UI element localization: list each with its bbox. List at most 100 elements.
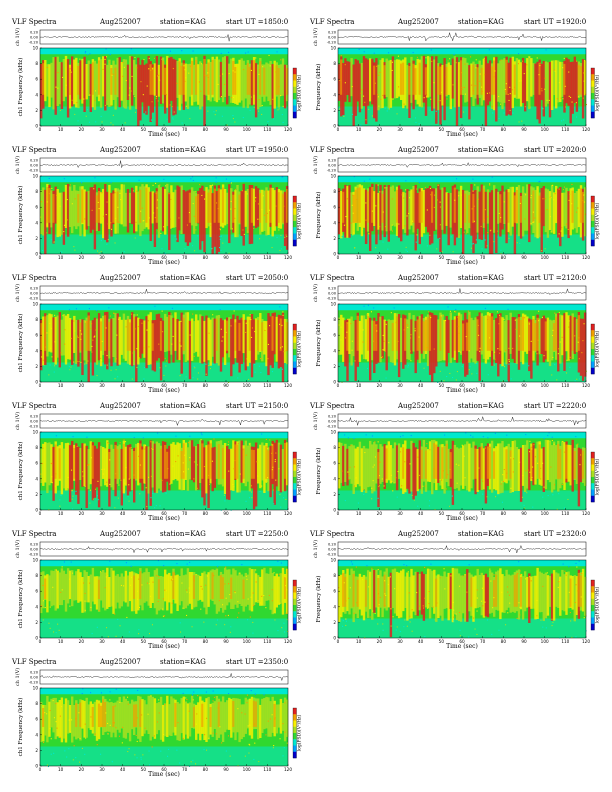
spectrogram-speckle	[558, 493, 560, 495]
spectrogram-speckle	[114, 613, 116, 615]
spectrogram-streak	[269, 60, 272, 105]
colorbar-swatch	[293, 99, 297, 106]
spectrogram-streak	[507, 62, 510, 115]
spectrogram-speckle	[138, 179, 140, 181]
spectrogram-streak	[54, 569, 57, 611]
spectrogram-speckle	[46, 202, 48, 204]
spectrogram-speckle	[109, 560, 111, 562]
spectrogram-speckle	[215, 110, 217, 112]
spectrogram-streak	[579, 66, 583, 95]
spectrogram-streak	[128, 571, 132, 602]
spectrogram-streak	[139, 699, 142, 727]
spectrogram-streak	[344, 184, 347, 238]
spectrogram-streak	[507, 320, 510, 382]
spectrogram-speckle	[203, 749, 205, 751]
spectrogram-streak	[366, 570, 370, 618]
spectrogram-streak	[505, 449, 508, 479]
spectrogram-speckle	[579, 464, 581, 466]
spectrogram-streak	[474, 317, 477, 364]
spectrogram-streak	[102, 699, 105, 727]
spectrogram-speckle	[558, 581, 560, 583]
spectrogram-streak	[221, 57, 225, 103]
spectrogram-speckle	[504, 90, 506, 92]
spectrogram-speckle	[382, 349, 384, 351]
spectrogram-streak	[126, 189, 130, 233]
spectrogram-streak	[404, 57, 407, 106]
spectrogram-streak	[126, 319, 130, 351]
spectrogram-streak	[50, 570, 53, 607]
spectrogram-speckle	[486, 92, 488, 94]
spectrogram-speckle	[151, 101, 153, 103]
spectrogram-speckle	[201, 63, 203, 65]
spectrogram-streak	[99, 705, 103, 727]
waveform-trace	[337, 544, 587, 554]
spectrogram-speckle	[197, 372, 199, 374]
waveform-ylabel: ch 1(V)	[312, 540, 319, 558]
spectrogram-speckle	[280, 248, 282, 250]
spectrogram-speckle	[250, 690, 252, 692]
spectrogram-streak	[252, 188, 256, 226]
spectrogram-streak	[170, 443, 173, 484]
spectrogram-speckle	[563, 57, 565, 59]
spectrogram-speckle	[350, 323, 352, 325]
spectrogram-speckle	[228, 381, 230, 383]
spectrogram-streak	[577, 572, 581, 607]
spectrogram-speckle	[493, 76, 495, 78]
spectrogram-streak	[85, 320, 88, 351]
spectrogram-speckle	[261, 113, 263, 115]
spectrogram-streak	[356, 579, 359, 607]
spectrogram-streak	[141, 319, 144, 354]
spectrogram-speckle	[213, 575, 215, 577]
spectrogram-streak	[453, 187, 457, 223]
spectrogram-streak	[360, 576, 364, 616]
spectrogram-speckle	[497, 494, 499, 496]
spectrogram-speckle	[536, 600, 538, 602]
spectrogram-streak	[164, 188, 167, 235]
spectrogram-streak	[149, 440, 152, 506]
spectrogram-speckle	[98, 208, 100, 210]
spectrogram-streak	[106, 567, 109, 609]
spectrogram-speckle	[562, 563, 564, 565]
x-tick-label: 70	[182, 511, 188, 516]
spectrogram-streak	[135, 704, 138, 727]
spectrogram-streak	[157, 313, 161, 359]
spectrogram-speckle	[136, 757, 138, 759]
spectrogram-speckle	[106, 355, 108, 357]
colorbar-swatch	[591, 361, 595, 368]
spectrogram-speckle	[84, 485, 86, 487]
colorbar-swatch	[591, 452, 595, 459]
spectrogram-streak	[137, 574, 140, 611]
spectrogram-speckle	[84, 592, 86, 594]
spectrogram-speckle	[269, 439, 271, 441]
spectrogram-speckle	[66, 219, 68, 221]
spectrogram-streak	[137, 191, 140, 225]
spectrogram-streak	[209, 319, 212, 366]
colorbar-swatch	[293, 477, 297, 484]
spectrogram-streak	[579, 318, 583, 376]
spectrogram-speckle	[461, 366, 463, 368]
spectrogram-speckle	[356, 198, 358, 200]
spectrogram-speckle	[150, 475, 152, 477]
spectrogram-speckle	[271, 600, 273, 602]
x-tick-label: 120	[582, 639, 590, 644]
spectrogram-speckle	[87, 360, 89, 362]
spectrogram-speckle	[282, 121, 284, 123]
x-tick-label: 80	[203, 255, 209, 260]
colorbar-swatch	[591, 111, 595, 119]
spectrogram-speckle	[512, 347, 514, 349]
spectrogram-streak	[120, 184, 123, 225]
x-axis-label: Time (sec)	[148, 771, 180, 778]
spectrogram-speckle	[86, 109, 88, 111]
spectrogram-streak	[213, 569, 216, 605]
spectrogram-speckle	[278, 108, 280, 110]
spectrogram-speckle	[478, 467, 480, 469]
spectrogram-speckle	[150, 69, 152, 71]
spectrogram-streak	[408, 66, 411, 95]
spectrogram-streak	[395, 316, 399, 351]
spectrogram-speckle	[554, 312, 556, 314]
header-station: station=KAG	[458, 18, 504, 26]
spectrogram-speckle	[436, 602, 438, 604]
spectrogram-speckle	[423, 97, 425, 99]
spectrogram-speckle	[272, 747, 274, 749]
